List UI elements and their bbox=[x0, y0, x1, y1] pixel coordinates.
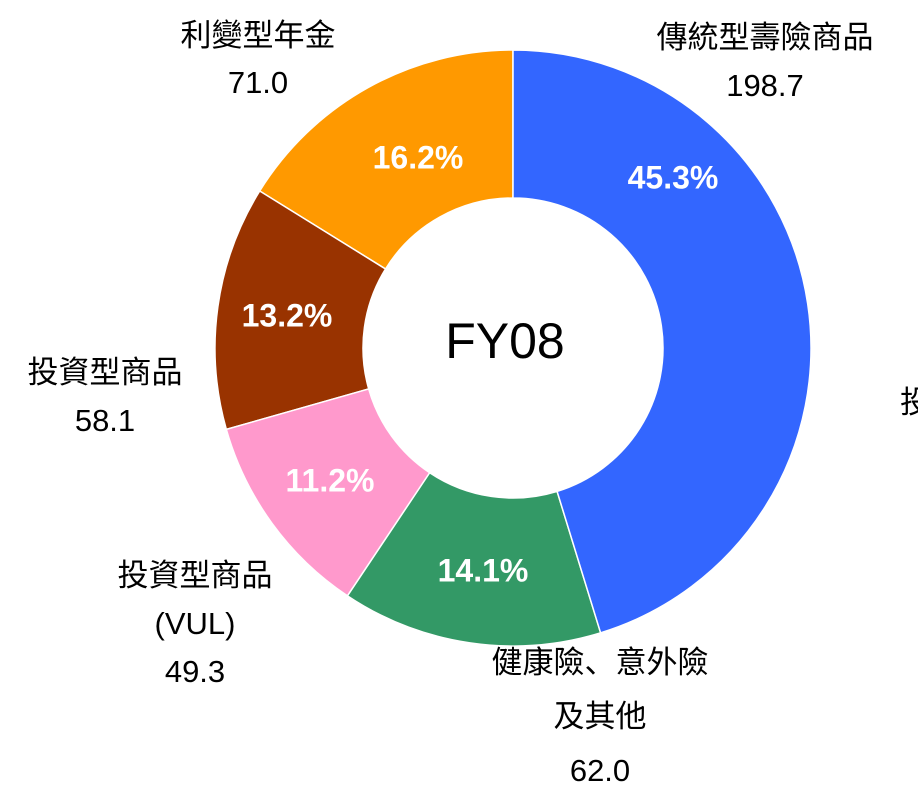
percentage-label: 45.3% bbox=[628, 159, 719, 195]
category-label: 投資型商品 bbox=[28, 355, 183, 390]
percentage-label: 16.2% bbox=[373, 139, 464, 175]
category-label: (VUL) bbox=[155, 606, 236, 641]
donut-segment bbox=[512, 49, 812, 634]
donut-segment bbox=[258, 49, 514, 271]
value-label: 62.0 bbox=[570, 753, 630, 788]
clipped-label: 投 bbox=[900, 385, 918, 420]
percentage-label: 11.2% bbox=[286, 462, 375, 498]
value-label: 198.7 bbox=[726, 68, 804, 103]
center-label: FY08 bbox=[445, 313, 565, 369]
category-label: 利變型年金 bbox=[181, 18, 336, 53]
percentage-label: 14.1% bbox=[438, 552, 529, 588]
category-label: 投資型商品 bbox=[118, 558, 273, 593]
value-label: 71.0 bbox=[228, 65, 288, 100]
category-label: 及其他 bbox=[554, 699, 647, 734]
category-label: 健康險、意外險 bbox=[492, 645, 709, 680]
value-label: 49.3 bbox=[165, 654, 225, 689]
category-label: 傳統型壽險商品 bbox=[657, 20, 874, 55]
donut-segment bbox=[214, 189, 387, 431]
percentage-label: 13.2% bbox=[242, 297, 333, 333]
donut-segment bbox=[225, 388, 431, 597]
donut-segment bbox=[346, 471, 602, 647]
value-label: 58.1 bbox=[75, 403, 135, 438]
